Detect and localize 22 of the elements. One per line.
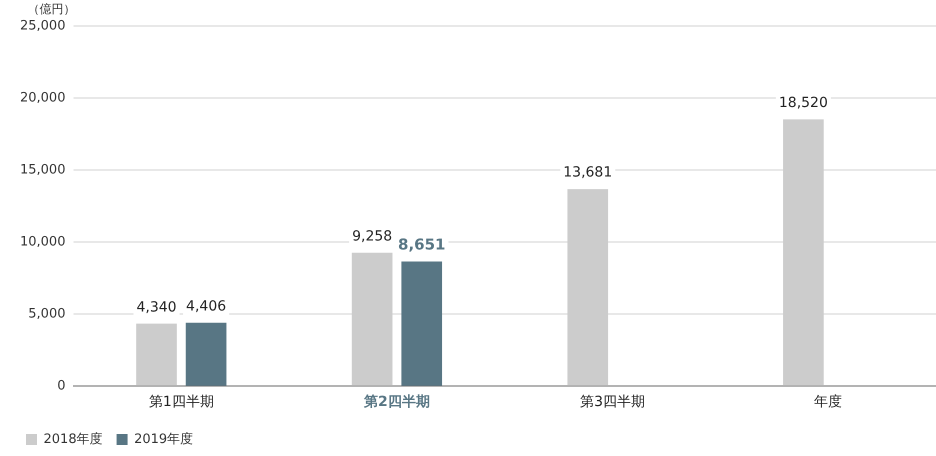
y-tick-label: 10,000 [20,234,66,250]
data-label: 18,520 [778,95,828,112]
x-tick-label: 第1四半期 [148,394,214,410]
legend-label: 2018年度 [44,430,103,447]
x-tick-label: 年度 [814,394,842,410]
y-tick-label: 0 [57,378,66,394]
bar [401,262,442,386]
bar [186,322,226,386]
legend-label: 2019年度 [134,430,194,447]
x-tick-label: 第2四半期 [363,394,430,410]
y-tick-label: 20,000 [20,90,66,106]
data-label: 8,651 [398,235,446,254]
y-tick-label: 5,000 [28,306,66,322]
bar [136,324,177,386]
data-label: 9,258 [352,228,392,244]
data-label: 4,406 [186,298,226,314]
data-label: 13,681 [563,164,612,181]
y-tick-label: 25,000 [20,18,66,34]
y-axis-title: （億円） [27,2,76,16]
data-label: 4,340 [136,299,177,316]
y-tick-label: 15,000 [20,162,66,178]
x-tick-label: 第3四半期 [580,394,646,410]
